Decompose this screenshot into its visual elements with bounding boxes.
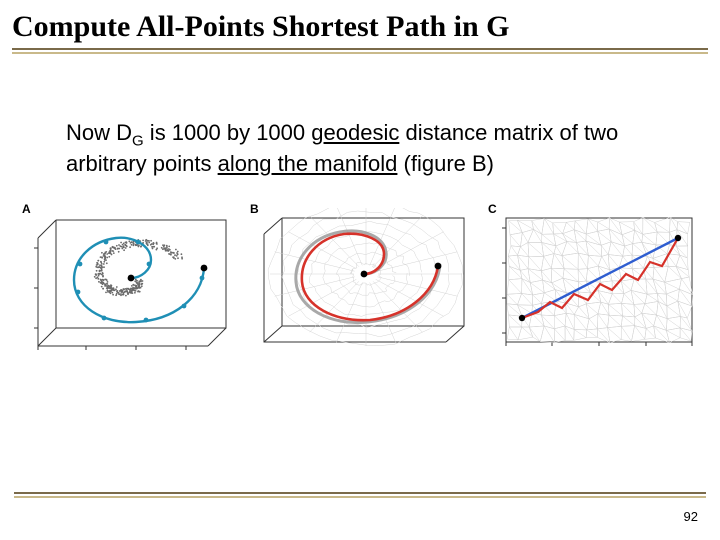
- panel-a: A: [26, 208, 236, 358]
- title-block: Compute All-Points Shortest Path in G: [0, 0, 720, 60]
- title-rule-dark: [12, 48, 708, 50]
- panel-c: C: [492, 208, 702, 358]
- body-tail: (figure B): [397, 151, 494, 176]
- panel-b-svg: [254, 208, 474, 358]
- panel-b-label: B: [250, 202, 259, 216]
- panel-c-svg: [492, 208, 702, 358]
- body-underline2: along the manifold: [218, 151, 398, 176]
- panel-a-svg: [26, 208, 236, 358]
- panel-c-label: C: [488, 202, 497, 216]
- body-text: Now DG is 1000 by 1000 geodesic distance…: [66, 120, 654, 178]
- body-prefix: Now D: [66, 120, 132, 145]
- body-subscript: G: [132, 132, 144, 149]
- page-number: 92: [684, 509, 698, 524]
- slide: Compute All-Points Shortest Path in G No…: [0, 0, 720, 540]
- body-mid1: is 1000 by 1000: [144, 120, 312, 145]
- panel-b: B: [254, 208, 474, 358]
- slide-title: Compute All-Points Shortest Path in G: [12, 10, 708, 44]
- title-rule-light: [12, 52, 708, 54]
- footer-rule-light: [14, 496, 706, 498]
- figures-row: A: [26, 208, 694, 358]
- body-underline1: geodesic: [311, 120, 399, 145]
- panel-a-label: A: [22, 202, 31, 216]
- footer-rule-dark: [14, 492, 706, 494]
